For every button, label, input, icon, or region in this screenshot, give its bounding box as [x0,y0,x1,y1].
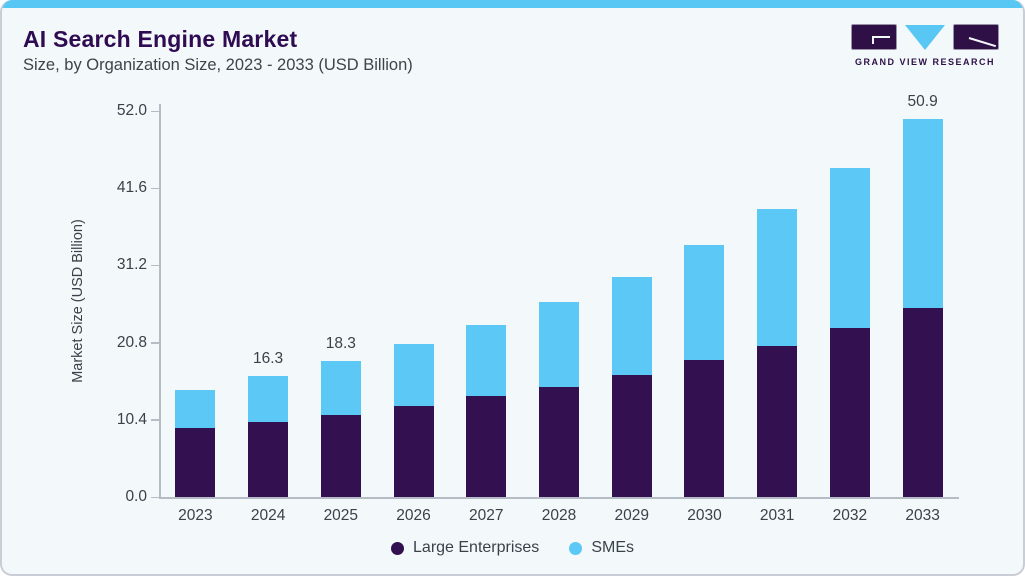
legend-item-large-enterprises[interactable]: Large Enterprises [391,539,539,557]
bar-segment-large-enterprises-2028[interactable] [539,387,579,497]
x-axis-line [159,497,959,499]
y-tick-label: 10.4 [116,410,147,428]
y-tick-label: 52.0 [116,102,147,119]
bar-segment-large-enterprises-2027[interactable] [466,396,507,497]
y-tick-mark [151,342,159,344]
x-tick-label-2023: 2023 [178,507,213,524]
x-tick-label-2028: 2028 [541,507,577,524]
legend-label: Large Enterprises [413,539,540,556]
x-tick-label-2024: 2024 [250,507,286,524]
x-tick-label-2030: 2030 [687,507,722,524]
y-tick-mark [151,496,159,498]
x-tick-label-2031: 2031 [759,507,795,524]
y-tick-mark [151,264,159,267]
bar-segment-large-enterprises-2024[interactable] [248,422,289,497]
bar-segment-large-enterprises-2029[interactable] [611,375,652,497]
logo-shapes [851,24,999,50]
bar-segment-smes-2031[interactable] [757,208,798,346]
chart-header: AI Search Engine Market Size, by Organiz… [23,24,413,77]
bar-total-label-2024: 16.3 [252,350,284,367]
chart-legend: Large Enterprises SMEs [2,537,1023,559]
bar-segment-large-enterprises-2023[interactable] [175,427,216,497]
bar-segment-smes-2028[interactable] [539,301,579,388]
bar-segment-smes-2033[interactable] [902,119,943,308]
x-tick-label-2032: 2032 [832,507,868,524]
page-subtitle: Size, by Organization Size, 2023 - 2033 … [23,56,413,74]
legend-item-smes[interactable]: SMEs [569,539,634,557]
y-axis-title: Market Size (USD Billion) [70,219,86,383]
bar-segment-large-enterprises-2026[interactable] [393,406,434,497]
card-top-accent-bar [2,0,1023,8]
x-tick-label-2026: 2026 [396,507,431,524]
bar-segment-large-enterprises-2030[interactable] [684,360,725,497]
logo-v-triangle-icon [905,25,945,50]
bar-segment-smes-2029[interactable] [611,276,652,376]
bar-segment-large-enterprises-2025[interactable] [320,414,361,497]
bar-total-label-2033: 50.9 [907,93,938,111]
x-tick-label-2025: 2025 [323,507,359,524]
y-tick-mark [151,110,159,112]
logo-g-block-icon [851,24,897,50]
y-tick-label: 0.0 [125,488,147,505]
y-axis-line [159,104,161,499]
bar-segment-large-enterprises-2033[interactable] [902,307,943,497]
y-tick-mark [151,419,159,421]
x-tick-label-2029: 2029 [614,507,649,524]
logo-r-block-icon [953,24,999,50]
grand-view-research-logo: GRAND VIEW RESEARCH [851,24,999,67]
page-title: AI Search Engine Market [23,26,298,52]
bar-segment-smes-2023[interactable] [175,390,216,428]
bar-segment-smes-2026[interactable] [393,344,434,407]
y-tick-mark [151,187,159,190]
legend-swatch-icon [569,541,583,555]
legend-label: SMEs [591,539,634,556]
bar-segment-smes-2030[interactable] [684,245,725,361]
logo-g-glyph [872,36,874,44]
y-tick-label: 31.2 [116,256,147,274]
bar-segment-smes-2024[interactable] [248,376,289,423]
y-tick-label: 41.6 [116,179,147,197]
y-tick-label: 20.8 [116,333,147,351]
bar-segment-large-enterprises-2031[interactable] [757,345,798,497]
logo-wordmark: GRAND VIEW RESEARCH [854,57,995,67]
legend-swatch-icon [391,541,405,555]
bar-segment-smes-2025[interactable] [320,361,361,415]
bar-segment-smes-2032[interactable] [829,168,870,328]
bar-segment-large-enterprises-2032[interactable] [829,327,870,497]
x-tick-label-2027: 2027 [469,507,504,524]
bar-segment-smes-2027[interactable] [466,324,507,397]
bar-total-label-2025: 18.3 [325,335,356,353]
x-tick-label-2033: 2033 [905,507,940,524]
